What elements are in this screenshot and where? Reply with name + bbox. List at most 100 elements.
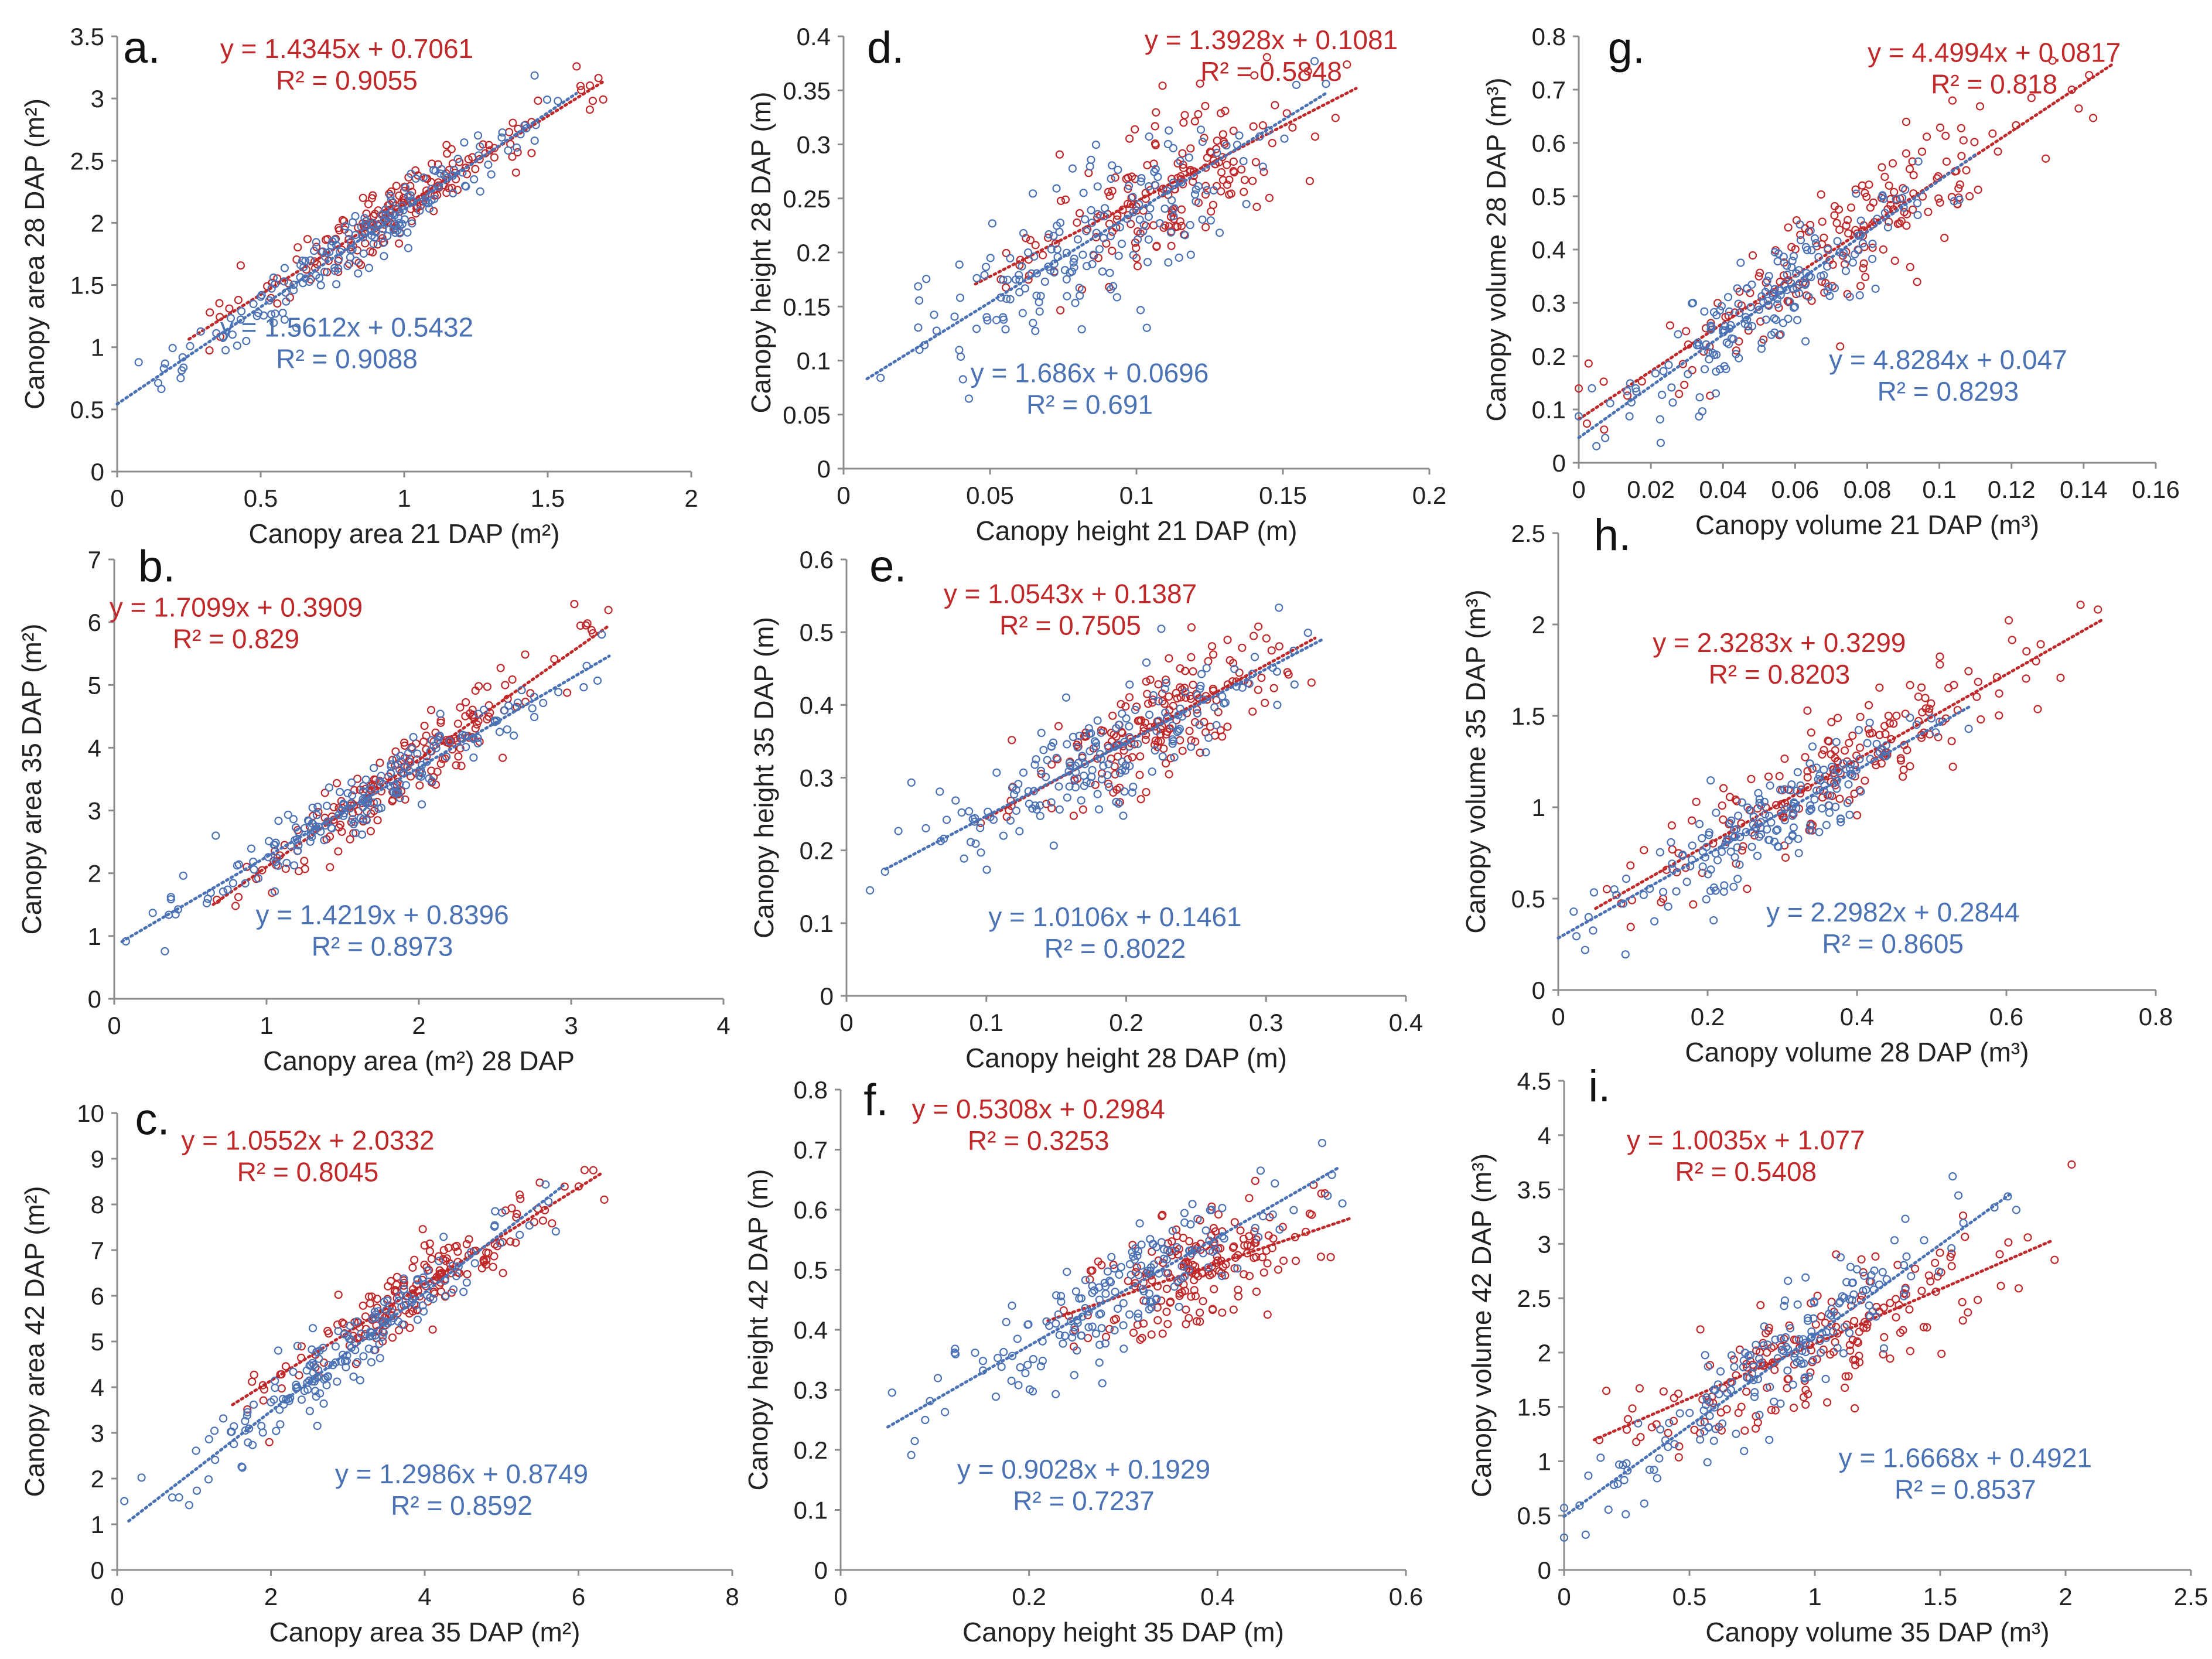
data-point — [1701, 1351, 1709, 1360]
data-point — [368, 1315, 377, 1323]
data-point — [1741, 313, 1750, 322]
data-point — [315, 1346, 324, 1355]
data-point — [1019, 768, 1028, 777]
data-point — [1199, 1249, 1207, 1258]
data-point — [1936, 652, 1944, 661]
data-point — [137, 1473, 146, 1482]
data-point — [1307, 678, 1316, 687]
data-point — [989, 815, 998, 824]
data-point — [1090, 737, 1100, 746]
data-point — [951, 796, 960, 805]
data-point — [1040, 277, 1049, 286]
data-point — [1263, 1310, 1272, 1319]
data-point — [1906, 681, 1914, 689]
data-point — [1088, 1322, 1097, 1331]
data-point — [436, 718, 445, 728]
data-point — [1134, 1313, 1142, 1322]
data-point — [1868, 240, 1877, 248]
data-point — [1917, 147, 1927, 156]
data-point — [865, 886, 875, 895]
data-point — [417, 800, 426, 809]
data-point — [1867, 1277, 1876, 1286]
data-point — [589, 1166, 598, 1175]
data-point — [988, 219, 997, 228]
data-point — [1678, 851, 1687, 860]
data-point — [1784, 836, 1793, 845]
data-point — [1885, 181, 1893, 190]
data-point — [1247, 1241, 1255, 1250]
data-point — [1809, 1314, 1818, 1323]
x-tick-label: 6 — [572, 1583, 585, 1610]
data-point — [1589, 888, 1599, 897]
data-point — [1806, 821, 1815, 830]
data-point — [991, 1392, 1001, 1401]
data-point — [269, 273, 278, 282]
data-point — [376, 777, 384, 786]
data-point — [1207, 642, 1217, 651]
data-point — [1012, 806, 1020, 815]
data-point — [1863, 739, 1872, 747]
data-point — [1117, 240, 1127, 248]
data-point — [496, 1239, 505, 1248]
data-point — [1084, 724, 1093, 733]
data-point — [1145, 1289, 1154, 1298]
data-point — [1008, 783, 1017, 792]
data-point — [359, 1352, 368, 1361]
data-point — [999, 831, 1008, 840]
data-point — [1073, 743, 1082, 752]
data-point — [999, 313, 1008, 322]
data-point — [353, 1358, 362, 1367]
data-point — [1310, 57, 1319, 66]
data-point — [379, 1328, 388, 1337]
data-point — [423, 175, 432, 183]
data-point — [1905, 165, 1914, 173]
data-point — [1700, 1427, 1709, 1436]
data-point — [1612, 890, 1621, 899]
data-point — [1158, 1329, 1167, 1338]
data-point — [1856, 282, 1865, 291]
data-point — [1115, 223, 1124, 231]
data-point — [1192, 1317, 1201, 1326]
data-point — [1069, 258, 1078, 267]
data-point — [329, 803, 338, 811]
data-point — [1833, 1343, 1842, 1352]
data-point — [1822, 1333, 1831, 1342]
data-point — [1962, 166, 1971, 175]
data-point — [1927, 699, 1936, 708]
data-point — [1841, 1383, 1849, 1392]
x-tick-label: 0.4 — [1389, 1009, 1423, 1036]
data-point — [1675, 1409, 1684, 1418]
y-tick-label: 0.2 — [797, 239, 831, 267]
data-point — [316, 827, 325, 836]
data-point — [1770, 1397, 1779, 1406]
data-point — [282, 297, 291, 306]
data-point — [284, 810, 292, 820]
r-squared-red: R² = 0.8045 — [237, 1156, 379, 1187]
data-point — [357, 1329, 366, 1338]
data-point — [1715, 1390, 1723, 1398]
data-point — [1165, 126, 1173, 135]
data-point — [1133, 235, 1142, 244]
y-tick-label: 0.7 — [794, 1136, 828, 1164]
y-axis-label: Canopy area 42 DAP (m²) — [19, 1186, 50, 1497]
data-point — [415, 206, 424, 215]
data-point — [495, 728, 504, 736]
data-point — [1766, 781, 1774, 790]
data-point — [1845, 764, 1854, 773]
data-point — [1121, 766, 1130, 775]
data-point — [1303, 629, 1312, 637]
data-point — [1614, 1460, 1624, 1469]
data-point — [1940, 234, 1949, 243]
data-point — [439, 1233, 448, 1241]
data-point — [356, 261, 366, 269]
data-point — [1861, 189, 1869, 197]
data-point — [1913, 199, 1922, 207]
data-point — [1212, 721, 1221, 730]
x-tick-label: 0.4 — [1200, 1583, 1234, 1610]
data-point — [1702, 895, 1711, 904]
data-point — [1095, 1310, 1104, 1319]
data-point — [289, 815, 298, 824]
x-tick-label: 0.14 — [2060, 476, 2108, 503]
data-point — [1623, 391, 1632, 400]
x-tick-label: 0 — [834, 1583, 847, 1610]
